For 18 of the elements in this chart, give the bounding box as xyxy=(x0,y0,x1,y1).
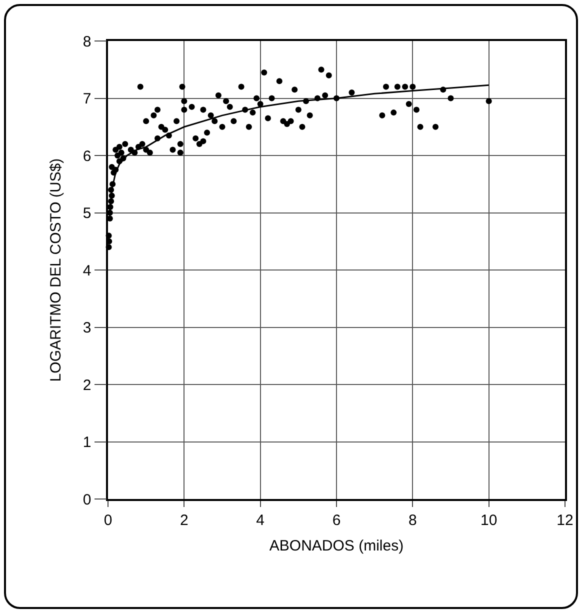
y-tick-label: 6 xyxy=(82,148,92,165)
y-tick-label: 2 xyxy=(82,376,92,394)
x-tick-label: 6 xyxy=(332,512,341,529)
y-tick-label: 4 xyxy=(82,262,92,280)
x-tick-label: 4 xyxy=(256,512,264,529)
x-tick-label: 12 xyxy=(556,512,574,529)
y-tick-label: 8 xyxy=(82,33,92,50)
y-tick-label: 0 xyxy=(82,491,92,508)
y-tick-label: 7 xyxy=(82,90,92,108)
x-tick-label: 10 xyxy=(480,512,498,529)
y-tick-label: 3 xyxy=(82,320,92,336)
x-tick-label: 0 xyxy=(104,512,112,529)
x-axis-title: ABONADOS (miles) xyxy=(269,537,404,554)
x-tick-label: 8 xyxy=(408,512,417,529)
y-tick-label: 5 xyxy=(82,205,92,222)
y-tick-label: 1 xyxy=(82,434,92,451)
x-tick-label: 2 xyxy=(180,512,188,529)
y-axis-title: LOGARITMO DEL COSTO (US$) xyxy=(48,158,65,382)
